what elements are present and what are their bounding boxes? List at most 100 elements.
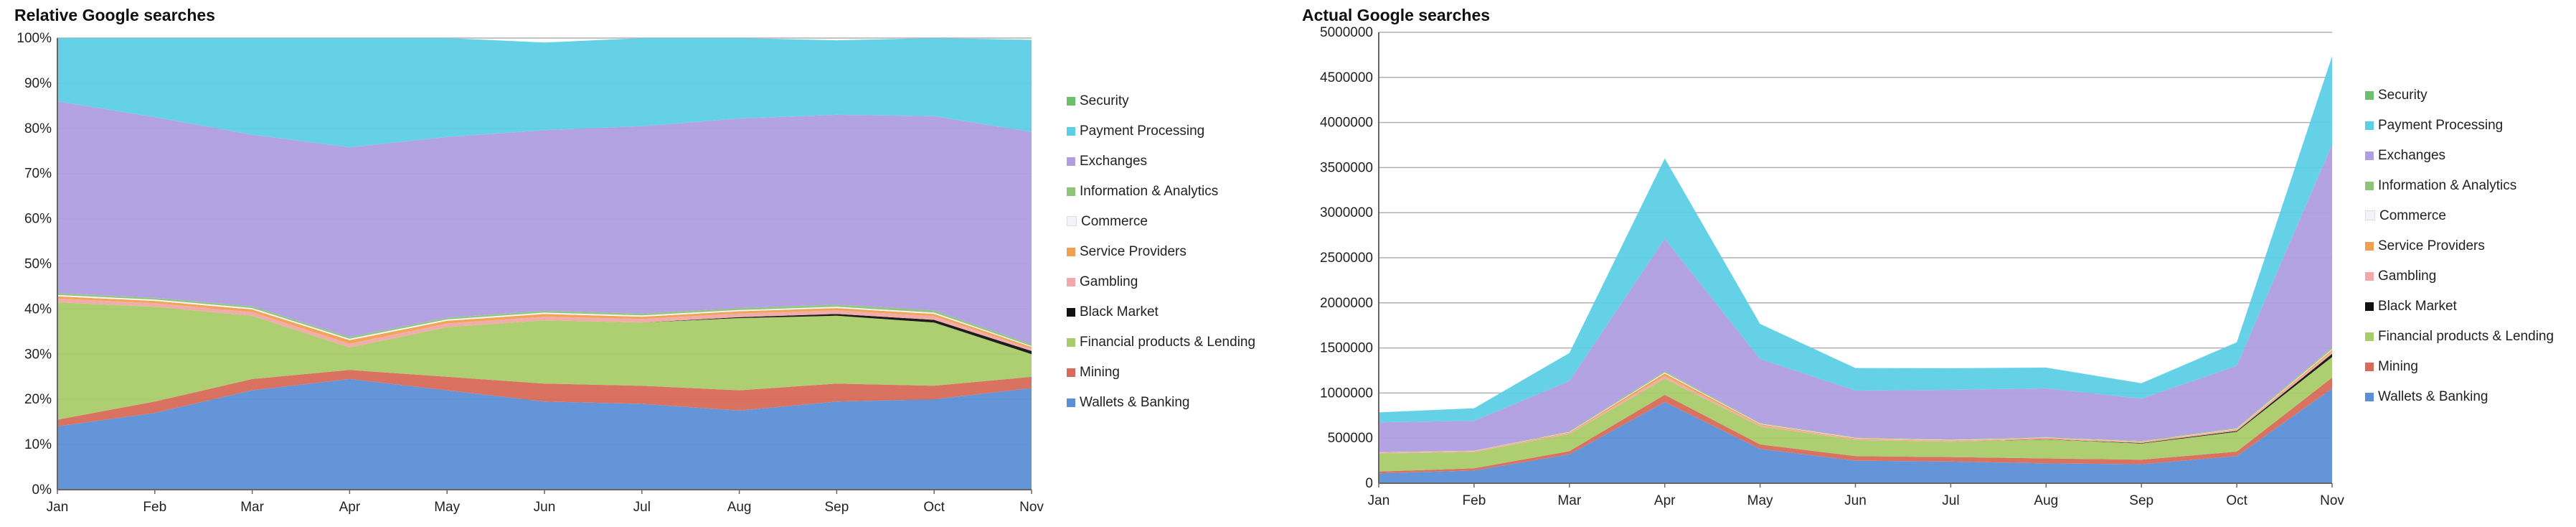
legend-swatch	[2365, 91, 2374, 100]
legend-item: Commerce	[1067, 214, 1255, 244]
legend-item: Black Market	[1067, 304, 1255, 335]
legend-swatch	[1067, 216, 1077, 226]
legend-label: Wallets & Banking	[2378, 389, 2488, 404]
x-tick-label: Sep	[824, 500, 849, 515]
legend-swatch	[2365, 332, 2374, 341]
x-tick-label: Jan	[47, 500, 69, 515]
x-tick-label: Jul	[1942, 493, 1959, 508]
x-tick-label: Apr	[1654, 493, 1676, 508]
x-tick-label: Jun	[1844, 493, 1867, 508]
legend-swatch	[2365, 363, 2374, 371]
actual-searches-chart: Actual Google searches 0 500000 1000000 150…	[1288, 0, 2576, 527]
actual-area-plot: 0 500000 1000000 1500000 2000000 2500000 30000…	[1320, 25, 2344, 508]
legend-item: Financial products & Lending	[2365, 329, 2554, 359]
x-tick-label: May	[1747, 493, 1773, 508]
area-service-providers	[57, 296, 1032, 349]
legend-item: Service Providers	[2365, 238, 2554, 269]
y-tick-label: 90%	[24, 76, 52, 91]
y-tick-label: 0	[1365, 476, 1373, 491]
legend-label: Information & Analytics	[2378, 178, 2517, 193]
y-tick-label: 80%	[24, 121, 52, 136]
legend-label: Financial products & Lending	[1080, 335, 1256, 350]
chart-legend: Security Payment Processing Exchanges Infor…	[2365, 88, 2554, 419]
legend-swatch	[1067, 97, 1075, 106]
area-exchanges	[57, 101, 1032, 345]
legend-swatch	[2365, 302, 2374, 311]
y-tick-label: 60%	[24, 212, 52, 227]
legend-label: Service Providers	[1080, 244, 1186, 259]
legend-item: Service Providers	[1067, 244, 1255, 274]
legend-label: Information & Analytics	[1080, 184, 1219, 199]
area-gambling	[57, 298, 1032, 351]
y-tick-label: 2000000	[1320, 296, 1373, 311]
y-tick-label: 30%	[24, 347, 52, 362]
x-tick-label: Nov	[2320, 493, 2344, 508]
y-tick-label: 70%	[24, 167, 52, 182]
legend-label: Black Market	[2378, 299, 2457, 314]
legend-swatch	[1067, 187, 1075, 196]
x-tick-label: Feb	[143, 500, 166, 515]
area-financial-products-and-lending	[1379, 357, 2332, 472]
x-tick-label: Jul	[633, 500, 651, 515]
legend-swatch	[2365, 242, 2374, 251]
chart-title: Relative Google searches	[14, 6, 215, 24]
relative-area-plot: 0% 10% 20% 30% 40% 50% 60% 70% 80% 90% 100% Jan Feb M…	[16, 31, 1044, 515]
chart-legend: Security Payment Processing Exchanges Infor…	[1067, 93, 1255, 425]
legend-item: Mining	[2365, 359, 2554, 389]
legend-swatch	[1067, 308, 1075, 317]
y-tick-label: 1000000	[1320, 386, 1373, 401]
area-financial-products-and-lending	[57, 302, 1032, 420]
legend-item: Gambling	[1067, 274, 1255, 304]
legend-item: Security	[1067, 93, 1255, 123]
legend-swatch	[1067, 398, 1075, 407]
x-tick-label: Nov	[1019, 500, 1044, 515]
legend-item: Payment Processing	[1067, 123, 1255, 154]
legend-label: Commerce	[1081, 214, 1148, 229]
y-tick-label: 20%	[24, 392, 52, 407]
x-tick-label: Feb	[1463, 493, 1486, 508]
legend-label: Exchanges	[1080, 154, 1148, 169]
area-security	[1379, 56, 2332, 413]
area-information-and-analytics	[57, 293, 1032, 346]
y-tick-label: 50%	[24, 257, 52, 272]
legend-swatch	[2365, 272, 2374, 281]
y-tick-label: 500000	[1328, 431, 1373, 446]
y-tick-label: 4000000	[1320, 116, 1373, 131]
legend-item: Information & Analytics	[1067, 184, 1255, 214]
legend-item: Mining	[1067, 365, 1255, 395]
legend-label: Security	[1080, 93, 1129, 108]
legend-label: Black Market	[1080, 304, 1159, 320]
y-tick-label: 2500000	[1320, 251, 1373, 266]
legend-label: Gambling	[1080, 274, 1138, 289]
legend-item: Exchanges	[1067, 154, 1255, 184]
x-tick-label: Apr	[339, 500, 361, 515]
legend-swatch	[2365, 151, 2374, 160]
legend-label: Mining	[2378, 359, 2418, 374]
legend-label: Service Providers	[2378, 238, 2485, 253]
legend-label: Security	[2378, 88, 2428, 103]
legend-swatch	[1067, 368, 1075, 377]
legend-swatch	[1067, 127, 1075, 136]
relative-searches-chart: Relative Google searches 0% 10% 20% 30% 40% 5…	[14, 6, 1255, 515]
legend-label: Financial products & Lending	[2378, 329, 2554, 344]
y-tick-label: 3500000	[1320, 160, 1373, 175]
legend-label: Payment Processing	[2378, 118, 2504, 133]
legend-label: Mining	[1080, 365, 1120, 380]
x-tick-label: Oct	[923, 500, 945, 515]
legend-swatch	[2365, 393, 2374, 401]
legend-item: Financial products & Lending	[1067, 335, 1255, 365]
legend-item: Gambling	[2365, 269, 2554, 299]
legend-swatch	[1067, 278, 1075, 286]
x-tick-label: Aug	[2034, 493, 2058, 508]
legend-item: Commerce	[2365, 208, 2554, 238]
y-tick-label: 5000000	[1320, 25, 1373, 40]
x-tick-label: Sep	[2129, 493, 2153, 508]
legend-item: Exchanges	[2365, 148, 2554, 178]
x-tick-label: Mar	[240, 500, 264, 515]
legend-label: Commerce	[2379, 208, 2446, 223]
y-tick-label: 3000000	[1320, 205, 1373, 220]
x-tick-label: Oct	[2226, 493, 2247, 508]
y-tick-label: 100%	[16, 31, 52, 46]
legend-item: Payment Processing	[2365, 118, 2554, 148]
legend-item: Information & Analytics	[2365, 178, 2554, 208]
